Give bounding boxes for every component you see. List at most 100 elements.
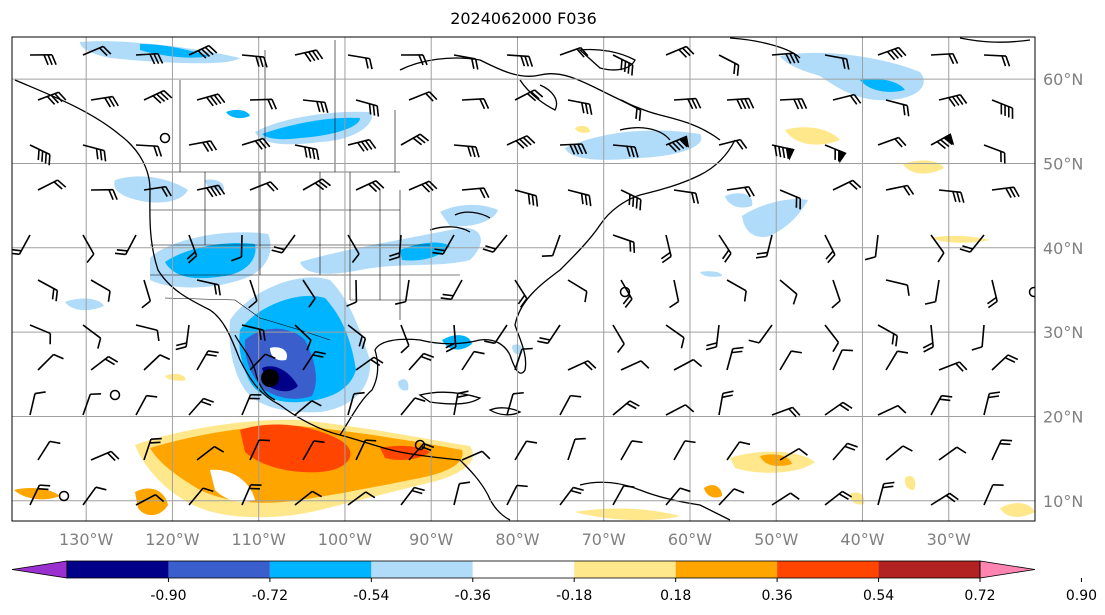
wind-barb — [938, 446, 967, 461]
contour-fill-positive — [704, 485, 722, 498]
wind-barb — [29, 391, 46, 416]
contour-fill-positive — [14, 488, 60, 500]
wind-barb — [355, 99, 380, 117]
wind-barb — [135, 144, 163, 157]
wind-barb — [294, 324, 312, 351]
colorbar-segment — [574, 561, 676, 578]
wind-barb — [559, 394, 582, 416]
wind-barb — [755, 234, 773, 259]
wind-barb — [824, 54, 850, 70]
wind-barb — [832, 442, 858, 461]
lon-tick-label: 90°W — [409, 530, 453, 549]
wind-barb — [771, 52, 800, 64]
wind-barb — [196, 93, 226, 107]
colorbar-tick-label: -0.36 — [455, 588, 491, 604]
wind-barb — [135, 52, 164, 65]
colorbar-segment — [269, 561, 372, 578]
colorbar-tick-label: 0.18 — [660, 588, 691, 604]
wind-barb — [249, 181, 279, 192]
wind-barb — [294, 144, 320, 160]
wind-barb — [779, 279, 798, 305]
wind-barb — [355, 356, 384, 371]
calm-wind-marker — [58, 490, 70, 502]
wind-barb — [347, 391, 365, 416]
colorbar-segment — [67, 561, 169, 578]
colorbar-segment — [371, 561, 473, 578]
wind-barb — [461, 98, 490, 110]
wind-barb — [877, 404, 907, 416]
wind-barb — [82, 324, 102, 349]
wind-barb — [824, 490, 853, 506]
wind-barb — [971, 324, 985, 351]
contour-fill-positive — [785, 127, 840, 145]
wind-barb — [537, 324, 561, 345]
lon-tick-label: 120°W — [145, 530, 200, 549]
wind-barb — [188, 397, 214, 416]
contour-fill-negative — [440, 204, 498, 227]
wind-barb — [135, 394, 158, 416]
wind-barb — [673, 97, 702, 110]
contour-fill-negative — [165, 242, 256, 279]
wind-barb — [506, 484, 528, 506]
coastline — [619, 37, 801, 141]
wind-barb — [877, 481, 895, 506]
contour-fill-negative — [742, 198, 808, 238]
wind-barb — [141, 279, 152, 309]
wind-barb — [90, 450, 120, 462]
lat-tick-label: 10°N — [1043, 492, 1083, 511]
colorbar-tick-label: 0.54 — [863, 588, 894, 604]
wind-barb — [779, 189, 802, 210]
wind-barb — [612, 400, 640, 416]
wind-barb — [726, 185, 755, 198]
wind-barb — [718, 390, 734, 416]
wind-barb — [294, 400, 322, 416]
wind-barb — [82, 144, 107, 162]
colorbar-tick-label: -0.18 — [556, 588, 592, 604]
colorbar-tick-label: -0.90 — [150, 588, 186, 604]
wind-barb — [726, 97, 755, 110]
wind-barb — [135, 493, 165, 506]
wind-barb — [824, 144, 847, 164]
colorbar-segment — [675, 561, 778, 578]
coastline — [234, 334, 276, 401]
wind-barb — [832, 349, 853, 371]
wind-barb — [864, 234, 879, 261]
wind-barb — [718, 488, 745, 506]
coastline — [14, 79, 511, 521]
calm-wind-marker — [1028, 286, 1035, 298]
wind-barb — [514, 89, 544, 102]
wind-barb — [248, 279, 258, 309]
wind-barb — [991, 186, 1020, 198]
wind-barb — [938, 361, 968, 372]
wind-barb — [718, 54, 740, 76]
lon-tick-label: 50°W — [754, 530, 798, 549]
colorbar — [11, 560, 1082, 582]
wind-barb — [188, 44, 218, 59]
wind-barb — [541, 234, 561, 257]
wind-barb — [748, 324, 773, 344]
wind-barb — [196, 350, 219, 371]
wind-barb — [294, 49, 324, 63]
contour-fill-positive — [575, 508, 680, 521]
wind-barb — [29, 144, 51, 166]
wind-barb — [959, 234, 985, 253]
contour-fill-positive — [240, 424, 351, 473]
wind-barb — [620, 440, 643, 461]
wind-barb — [983, 391, 1001, 416]
wind-barb — [612, 485, 635, 506]
contour-fill-positive — [1000, 503, 1035, 517]
wind-barb — [90, 279, 111, 302]
coastline — [578, 48, 636, 71]
calm-wind-marker — [414, 439, 426, 451]
country-border — [150, 171, 400, 341]
wind-barb — [302, 99, 329, 113]
lat-tick-label: 30°N — [1043, 323, 1083, 342]
wind-barb — [135, 324, 160, 342]
wind-barb — [718, 234, 732, 263]
map-plot-area — [12, 37, 1035, 521]
wind-barb — [832, 93, 862, 105]
colorbar-segment — [472, 561, 575, 578]
wind-barb — [559, 143, 588, 155]
wind-barb — [559, 486, 584, 506]
colorbar-outline — [66, 560, 981, 579]
